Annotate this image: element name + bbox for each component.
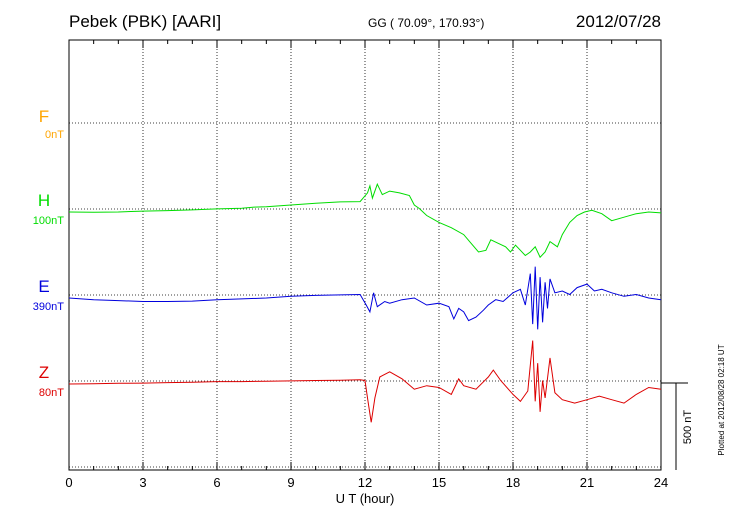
- x-tick-label: 15: [432, 475, 446, 490]
- x-tick-label: 6: [213, 475, 220, 490]
- scale-bar: 500 nT: [661, 383, 694, 470]
- grid-lines: [69, 40, 661, 470]
- date-label: 2012/07/28: [576, 12, 661, 31]
- x-tick-label: 18: [506, 475, 520, 490]
- x-tick-label: 3: [139, 475, 146, 490]
- series-name-h: H: [38, 191, 50, 210]
- series-name-z: Z: [39, 363, 49, 382]
- series-baseline-z: 80nT: [39, 387, 64, 399]
- series-name-e: E: [38, 277, 49, 296]
- x-tick-label: 9: [287, 475, 294, 490]
- series-baseline-h: 100nT: [33, 215, 64, 227]
- x-tick-label: 24: [654, 475, 668, 490]
- series-baseline-e: 390nT: [33, 301, 64, 313]
- x-tick-label: 0: [65, 475, 72, 490]
- x-axis-ticks: [69, 40, 661, 470]
- geo-coordinates: GG ( 70.09°, 170.93°): [368, 16, 484, 30]
- x-axis-tick-labels: 0 3 6 9 12 15 18 21 24: [65, 475, 668, 490]
- station-title: Pebek (PBK) [AARI]: [69, 12, 221, 31]
- scale-bar-label: 500 nT: [682, 410, 694, 445]
- x-axis-label: U T (hour): [336, 491, 395, 506]
- series-labels: F 0nT H 100nT E 390nT Z 80nT: [33, 107, 64, 399]
- plot-frame: [69, 40, 661, 470]
- series-name-f: F: [39, 107, 49, 126]
- plotted-at-note: Plotted at 2012/08/28 02:18 UT: [717, 344, 726, 455]
- series-lines: [69, 184, 661, 422]
- x-tick-label: 21: [580, 475, 594, 490]
- x-tick-label: 12: [358, 475, 372, 490]
- series-baseline-f: 0nT: [45, 129, 64, 141]
